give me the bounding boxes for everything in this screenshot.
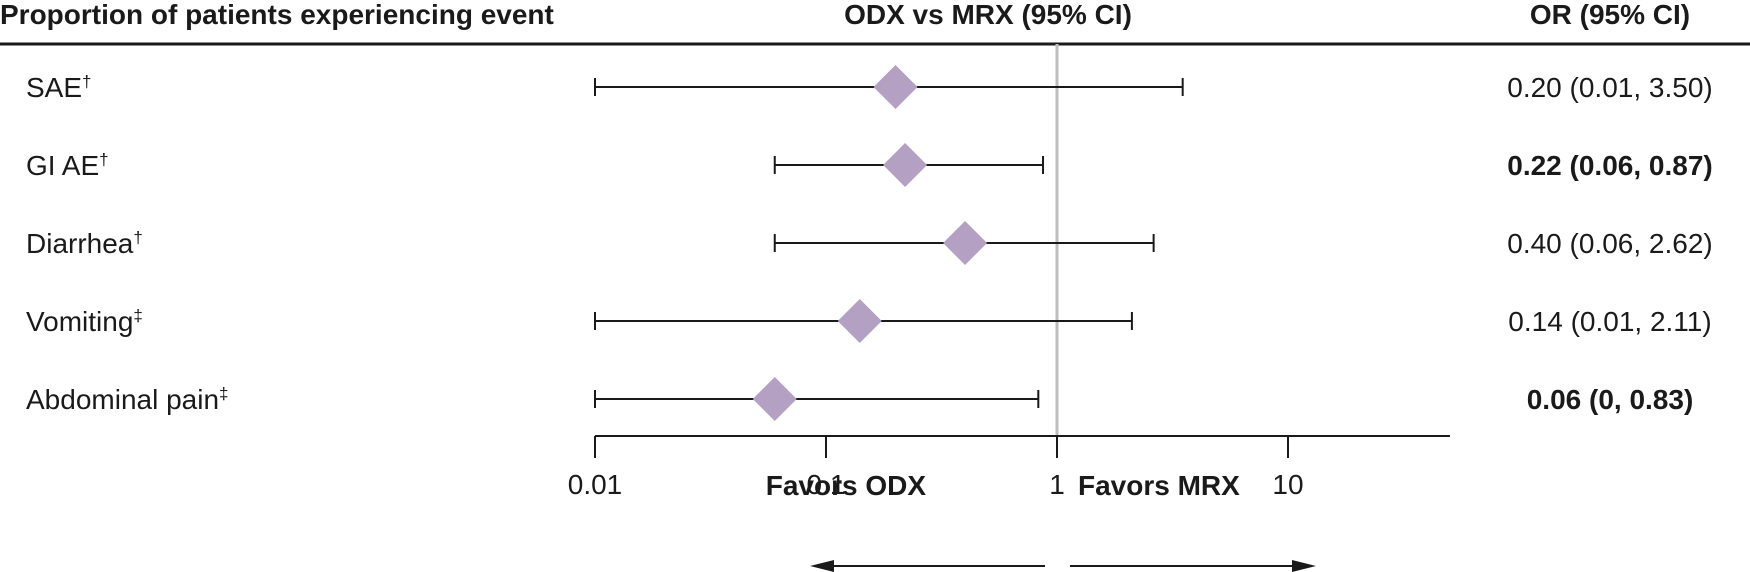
row-label-text: Diarrhea: [26, 228, 134, 259]
header-left: Proportion of patients experiencing even…: [0, 0, 554, 30]
row-label-footnote: †: [82, 72, 91, 91]
or-marker: [752, 377, 797, 421]
header-middle: ODX vs MRX (95% CI): [844, 0, 1132, 30]
row-label-text: GI AE: [26, 150, 99, 181]
row-gi-ae: GI AE† 0.22 (0.06, 0.87): [26, 143, 1713, 187]
rows-layer: SAE† 0.20 (0.01, 3.50)GI AE† 0.22 (0.06, 0…: [26, 44, 1713, 436]
or-value: 0.20 (0.01, 3.50): [1507, 72, 1712, 103]
favors-odx-label: Favors ODX: [766, 470, 927, 501]
row-label-footnote: †: [133, 228, 142, 247]
row-vomiting: Vomiting‡ 0.14 (0.01, 2.11): [26, 299, 1712, 343]
row-label-text: SAE: [26, 72, 82, 103]
row-label-text: Vomiting: [26, 306, 133, 337]
x-tick-label: 1: [1049, 469, 1065, 500]
row-label: Diarrhea†: [26, 228, 143, 259]
header-right: OR (95% CI): [1530, 0, 1690, 30]
or-marker: [943, 221, 988, 265]
row-label: Abdominal pain‡: [26, 384, 229, 415]
favors-odx-arrowhead: [810, 560, 834, 572]
or-value: 0.40 (0.06, 2.62): [1507, 228, 1712, 259]
x-tick-label: 0.1: [807, 469, 846, 500]
row-diarrhea: Diarrhea† 0.40 (0.06, 2.62): [26, 221, 1713, 265]
or-marker: [873, 65, 918, 109]
favors-mrx-arrowhead: [1292, 560, 1316, 572]
row-label: Vomiting‡: [26, 306, 143, 337]
row-label-footnote: †: [99, 150, 108, 169]
or-value: 0.06 (0, 0.83): [1527, 384, 1694, 415]
row-label: GI AE†: [26, 150, 109, 181]
favors-mrx-label: Favors MRX: [1078, 470, 1240, 501]
x-tick-label: 0.01: [568, 469, 623, 500]
or-value: 0.22 (0.06, 0.87): [1507, 150, 1712, 181]
row-abdominal-pain: Abdominal pain‡ 0.06 (0, 0.83): [26, 377, 1693, 421]
or-marker: [837, 299, 882, 343]
x-axis: 0.01 0.1 1 10: [568, 435, 1450, 500]
row-sae: SAE† 0.20 (0.01, 3.50): [26, 65, 1713, 109]
row-label-footnote: ‡: [133, 306, 142, 325]
row-label-text: Abdominal pain: [26, 384, 219, 415]
x-tick-label: 10: [1272, 469, 1303, 500]
row-label: SAE†: [26, 72, 92, 103]
row-label-footnote: ‡: [219, 384, 228, 403]
or-value: 0.14 (0.01, 2.11): [1508, 306, 1711, 337]
or-marker: [883, 143, 928, 187]
